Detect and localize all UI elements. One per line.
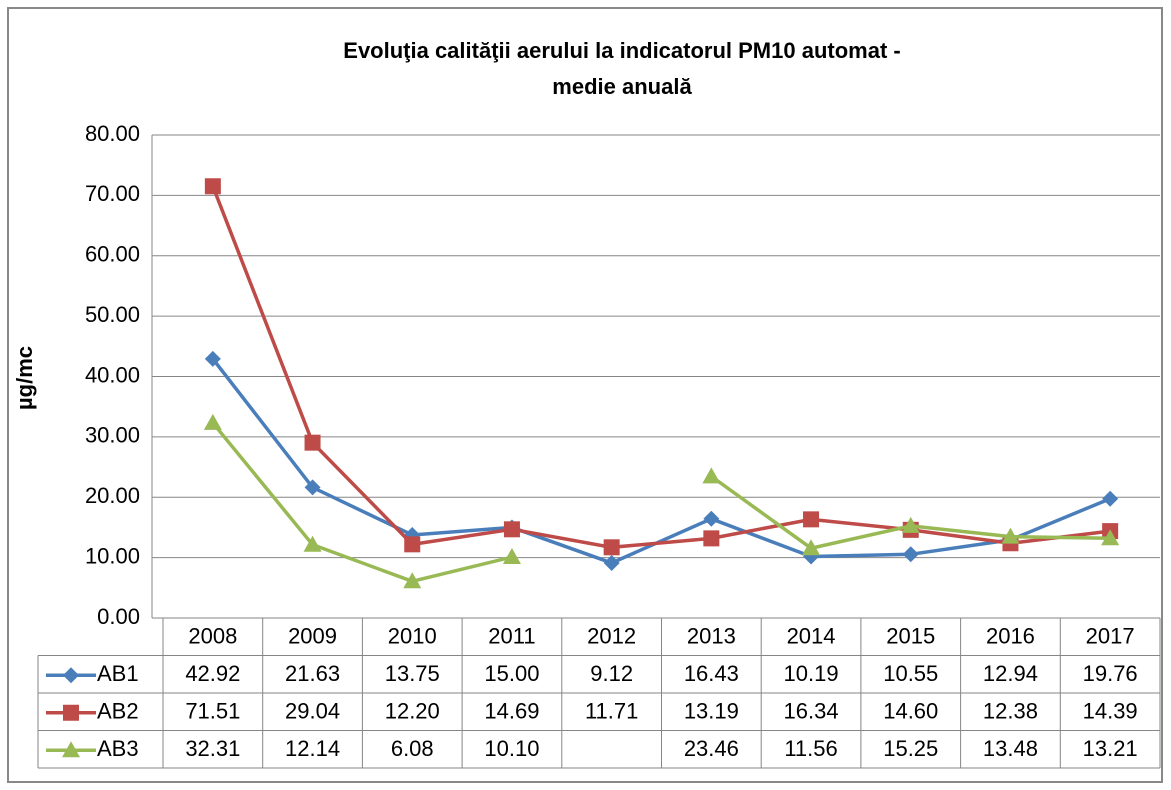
table-value: 13.48 — [983, 736, 1038, 761]
chart-title: medie anuală — [552, 74, 692, 99]
legend-marker — [63, 667, 79, 684]
marker — [204, 350, 221, 367]
marker — [1001, 527, 1020, 544]
legend-label: AB3 — [97, 736, 139, 761]
marker — [303, 535, 322, 552]
table-value: 16.34 — [784, 699, 839, 724]
chart-border — [7, 7, 1163, 783]
series-line — [211, 421, 513, 584]
table-value: 13.75 — [385, 661, 440, 686]
series-line — [211, 357, 1111, 565]
x-tick-label: 2014 — [787, 624, 836, 649]
table-value: 19.76 — [1083, 661, 1138, 686]
y-tick-label: 70.00 — [85, 181, 140, 206]
table-value: 12.20 — [385, 699, 440, 724]
table-value: 15.25 — [883, 736, 938, 761]
legend-marker — [63, 704, 79, 721]
x-tick-label: 2008 — [188, 624, 237, 649]
y-tick-label: 0.00 — [97, 604, 140, 629]
table-value: 14.69 — [484, 699, 539, 724]
marker — [204, 178, 221, 195]
marker — [1102, 490, 1119, 507]
y-tick-label: 30.00 — [85, 423, 140, 448]
y-tick-label: 10.00 — [85, 543, 140, 568]
marker — [304, 479, 321, 496]
x-tick-label: 2017 — [1086, 624, 1135, 649]
table-value: 12.38 — [983, 699, 1038, 724]
marker — [803, 511, 820, 528]
table-value: 14.39 — [1083, 699, 1138, 724]
y-tick-label: 50.00 — [85, 302, 140, 327]
y-tick-label: 80.00 — [85, 121, 140, 146]
marker — [802, 539, 821, 556]
series-line — [211, 185, 1111, 550]
table-value: 10.10 — [484, 736, 539, 761]
marker — [901, 516, 920, 533]
x-tick-label: 2009 — [288, 624, 337, 649]
marker — [502, 548, 521, 565]
marker — [1101, 529, 1120, 546]
table-value: 13.19 — [684, 699, 739, 724]
table-value: 32.31 — [185, 736, 240, 761]
marker — [902, 546, 919, 563]
table-value: 71.51 — [185, 699, 240, 724]
y-axis-label: µg/mc — [12, 346, 37, 410]
marker — [503, 521, 520, 538]
marker — [703, 510, 720, 527]
marker — [603, 554, 620, 571]
table-value: 42.92 — [185, 661, 240, 686]
x-tick-label: 2012 — [587, 624, 636, 649]
x-tick-label: 2015 — [886, 624, 935, 649]
table-value: 11.71 — [585, 699, 638, 724]
legend-label: AB1 — [97, 661, 139, 686]
x-tick-label: 2016 — [986, 624, 1035, 649]
marker — [404, 536, 421, 553]
marker — [702, 467, 721, 484]
table-value: 21.63 — [285, 661, 340, 686]
marker — [203, 413, 222, 430]
table-value: 23.46 — [684, 736, 739, 761]
marker — [703, 530, 720, 547]
legend-label: AB2 — [97, 699, 139, 724]
table-value: 6.08 — [391, 736, 434, 761]
table-value: 16.43 — [684, 661, 739, 686]
table-value: 13.21 — [1083, 736, 1138, 761]
table-value: 29.04 — [285, 699, 340, 724]
marker — [304, 434, 321, 451]
x-tick-label: 2011 — [488, 624, 535, 649]
chart-title: Evoluţia calităţii aerului la indicatoru… — [343, 38, 900, 63]
table-value: 10.19 — [784, 661, 839, 686]
table-value: 10.55 — [883, 661, 938, 686]
y-tick-label: 40.00 — [85, 362, 140, 387]
y-tick-label: 60.00 — [85, 242, 140, 267]
table-value: 12.14 — [285, 736, 340, 761]
marker — [603, 539, 620, 556]
y-tick-label: 20.00 — [85, 483, 140, 508]
marker — [403, 572, 422, 589]
table-value: 12.94 — [983, 661, 1038, 686]
x-tick-label: 2010 — [388, 624, 437, 649]
table-value: 14.60 — [883, 699, 938, 724]
legend-marker — [62, 741, 80, 758]
x-tick-label: 2013 — [687, 624, 736, 649]
table-value: 15.00 — [484, 661, 539, 686]
table-value: 11.56 — [784, 736, 837, 761]
table-value: 9.12 — [590, 661, 633, 686]
